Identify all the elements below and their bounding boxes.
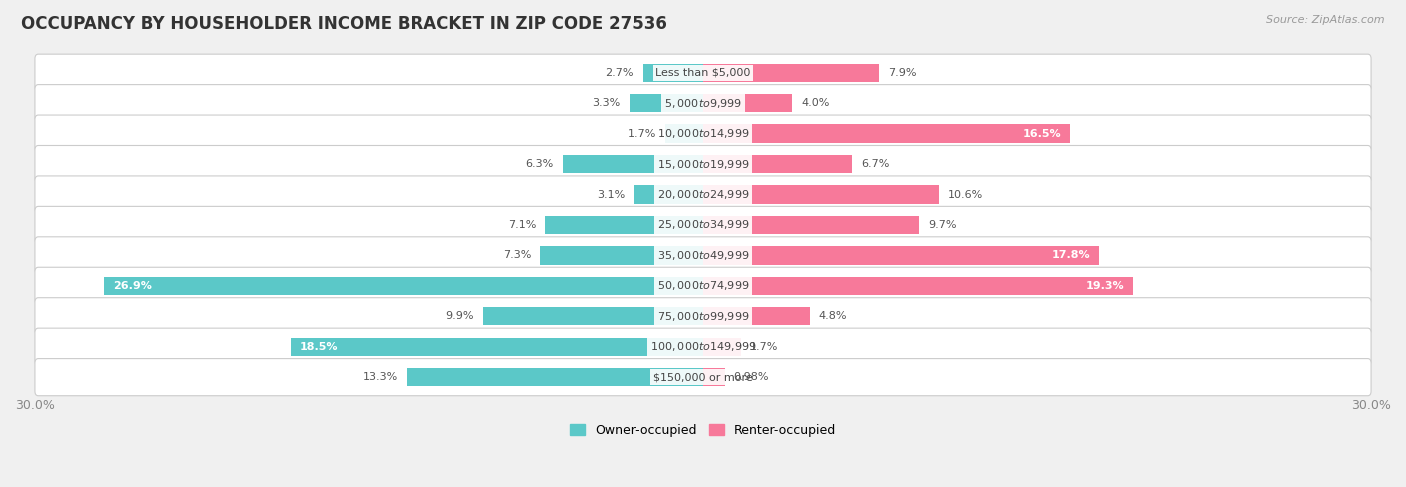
Bar: [703, 186, 939, 204]
Text: 0.98%: 0.98%: [734, 372, 769, 382]
FancyBboxPatch shape: [35, 298, 1371, 335]
FancyBboxPatch shape: [35, 146, 1371, 183]
Text: $35,000 to $49,999: $35,000 to $49,999: [657, 249, 749, 262]
Bar: [630, 94, 703, 112]
FancyBboxPatch shape: [35, 206, 1371, 244]
Text: 2.7%: 2.7%: [606, 68, 634, 78]
Bar: [703, 337, 741, 356]
Bar: [406, 368, 703, 386]
FancyBboxPatch shape: [35, 115, 1371, 152]
Text: $20,000 to $24,999: $20,000 to $24,999: [657, 188, 749, 201]
Bar: [291, 337, 703, 356]
Bar: [482, 307, 703, 325]
Text: $5,000 to $9,999: $5,000 to $9,999: [664, 97, 742, 110]
Text: 3.1%: 3.1%: [596, 189, 626, 200]
Bar: [540, 246, 703, 264]
Bar: [703, 216, 920, 234]
Bar: [665, 125, 703, 143]
Bar: [562, 155, 703, 173]
Bar: [634, 186, 703, 204]
Text: 13.3%: 13.3%: [363, 372, 398, 382]
Bar: [703, 277, 1133, 295]
Bar: [703, 125, 1070, 143]
Text: 3.3%: 3.3%: [592, 98, 620, 108]
Text: 10.6%: 10.6%: [948, 189, 983, 200]
Text: 6.7%: 6.7%: [860, 159, 890, 169]
Text: $10,000 to $14,999: $10,000 to $14,999: [657, 127, 749, 140]
Text: 16.5%: 16.5%: [1024, 129, 1062, 139]
Text: $15,000 to $19,999: $15,000 to $19,999: [657, 158, 749, 170]
Bar: [703, 94, 792, 112]
Text: $50,000 to $74,999: $50,000 to $74,999: [657, 280, 749, 292]
Text: 19.3%: 19.3%: [1085, 281, 1123, 291]
Text: $75,000 to $99,999: $75,000 to $99,999: [657, 310, 749, 323]
Bar: [703, 368, 725, 386]
Text: $25,000 to $34,999: $25,000 to $34,999: [657, 219, 749, 231]
Text: OCCUPANCY BY HOUSEHOLDER INCOME BRACKET IN ZIP CODE 27536: OCCUPANCY BY HOUSEHOLDER INCOME BRACKET …: [21, 15, 666, 33]
Text: 26.9%: 26.9%: [112, 281, 152, 291]
Text: 9.9%: 9.9%: [446, 311, 474, 321]
FancyBboxPatch shape: [35, 54, 1371, 91]
Text: Source: ZipAtlas.com: Source: ZipAtlas.com: [1267, 15, 1385, 25]
FancyBboxPatch shape: [35, 237, 1371, 274]
Bar: [546, 216, 703, 234]
Text: $150,000 or more: $150,000 or more: [654, 372, 752, 382]
Text: 4.0%: 4.0%: [801, 98, 830, 108]
Text: Less than $5,000: Less than $5,000: [655, 68, 751, 78]
Bar: [104, 277, 703, 295]
FancyBboxPatch shape: [35, 176, 1371, 213]
Text: 9.7%: 9.7%: [928, 220, 956, 230]
Bar: [643, 64, 703, 82]
Text: 4.8%: 4.8%: [818, 311, 848, 321]
FancyBboxPatch shape: [35, 85, 1371, 122]
Text: 1.7%: 1.7%: [749, 342, 778, 352]
Text: 17.8%: 17.8%: [1052, 250, 1091, 261]
Legend: Owner-occupied, Renter-occupied: Owner-occupied, Renter-occupied: [565, 419, 841, 442]
Bar: [703, 64, 879, 82]
Bar: [703, 307, 810, 325]
Bar: [703, 155, 852, 173]
Text: 18.5%: 18.5%: [299, 342, 339, 352]
Text: 7.3%: 7.3%: [503, 250, 531, 261]
FancyBboxPatch shape: [35, 328, 1371, 365]
Text: 6.3%: 6.3%: [526, 159, 554, 169]
Bar: [703, 246, 1099, 264]
FancyBboxPatch shape: [35, 267, 1371, 304]
Text: 7.9%: 7.9%: [887, 68, 917, 78]
Text: 1.7%: 1.7%: [628, 129, 657, 139]
FancyBboxPatch shape: [35, 358, 1371, 396]
Text: 7.1%: 7.1%: [508, 220, 536, 230]
Text: $100,000 to $149,999: $100,000 to $149,999: [650, 340, 756, 353]
